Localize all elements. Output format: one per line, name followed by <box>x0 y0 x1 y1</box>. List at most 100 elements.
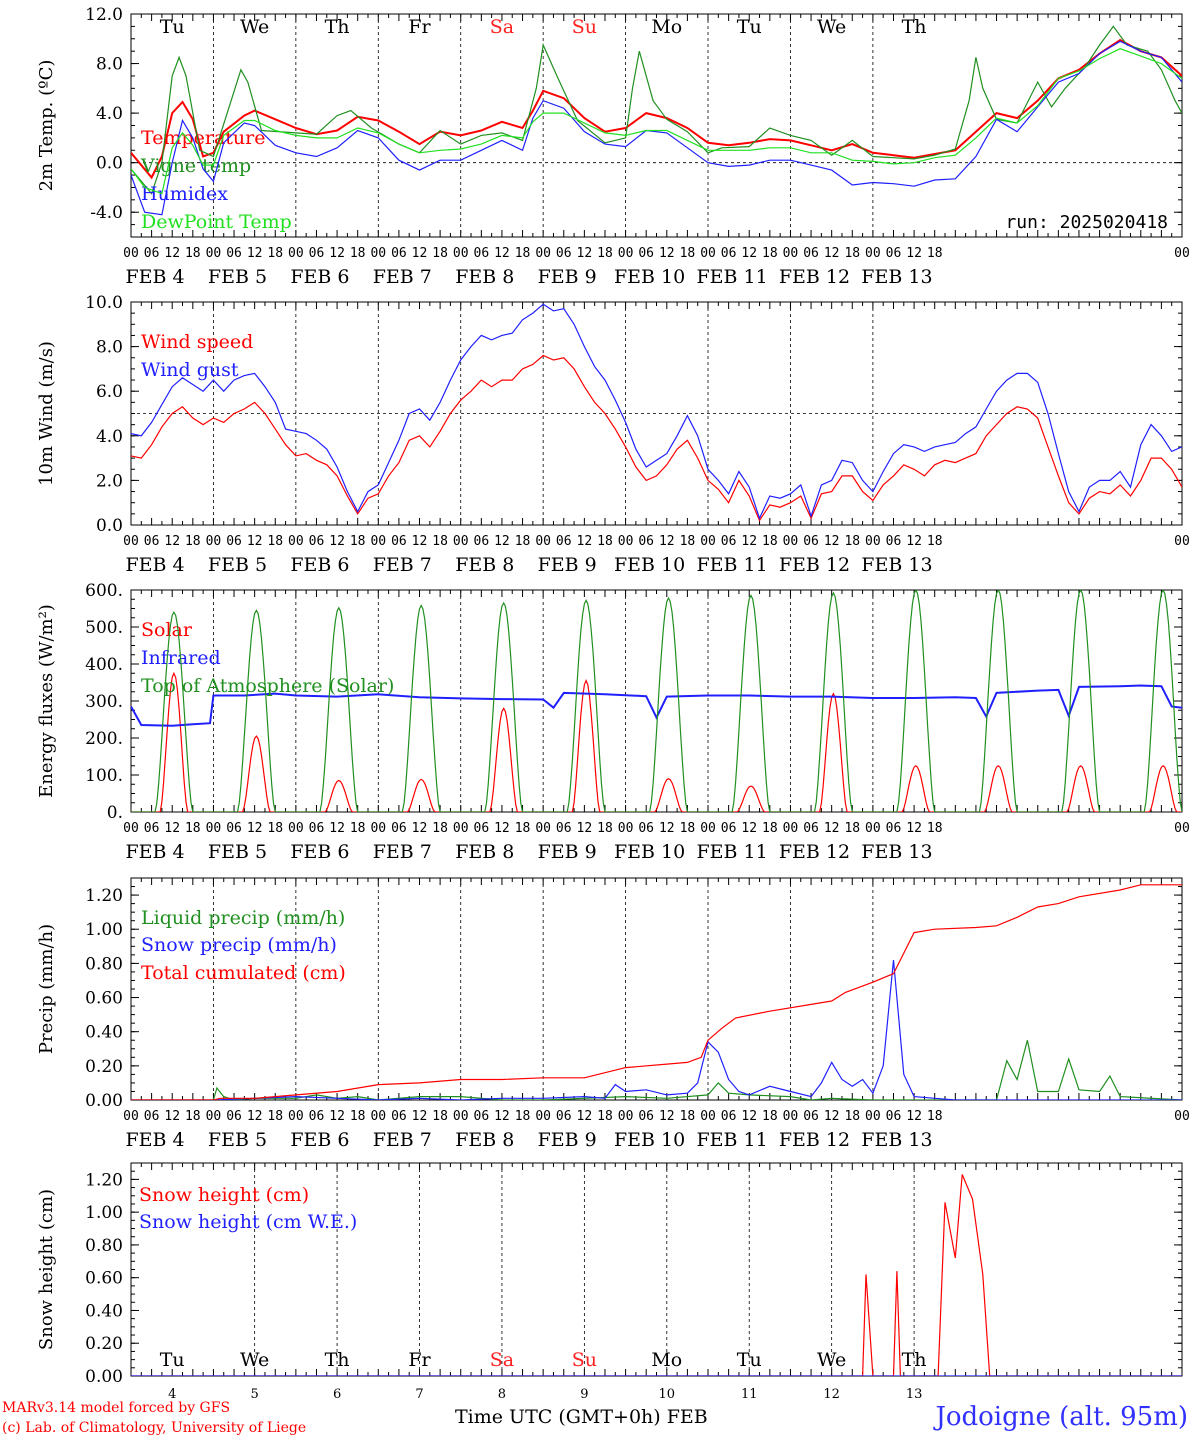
hour-label: 12 <box>906 821 922 836</box>
hour-label: 06 <box>309 534 325 549</box>
y-tick-label: 400. <box>85 655 123 675</box>
hour-label: 06 <box>144 1109 160 1124</box>
hour-label: 12 <box>741 1109 757 1124</box>
hour-label: 00 <box>288 246 304 261</box>
hour-label: 12 <box>412 246 428 261</box>
y-tick-label: 0.00 <box>85 1091 123 1111</box>
y-tick-label: -4.0 <box>90 203 123 223</box>
hour-label: 06 <box>638 821 654 836</box>
day-name-th: Th <box>902 16 927 38</box>
hour-label: 06 <box>309 821 325 836</box>
day-number: 10 <box>659 1387 676 1402</box>
hour-label: 12 <box>824 246 840 261</box>
hour-label: 00 <box>865 534 881 549</box>
hour-label: 06 <box>309 246 325 261</box>
hour-label: 12 <box>577 246 593 261</box>
date-label: FEB 9 <box>538 841 597 863</box>
y-tick-label: 600. <box>85 581 123 601</box>
date-label: FEB 4 <box>125 841 184 863</box>
hour-label: 18 <box>844 821 860 836</box>
hour-label: 12 <box>494 1109 510 1124</box>
hour-label: 00 <box>1174 246 1190 261</box>
time-axis-month: FEB <box>666 1406 708 1428</box>
y-tick-label: 500. <box>85 618 123 638</box>
hour-label: 00 <box>783 1109 799 1124</box>
lab-credit: (c) Lab. of Climatology, University of L… <box>2 1420 307 1436</box>
hour-label: 00 <box>1174 1109 1190 1124</box>
hour-label: 18 <box>844 1109 860 1124</box>
day-name-tu: Tu <box>160 16 185 38</box>
legend-wind-gust: Wind gust <box>141 359 239 381</box>
hour-label: 18 <box>515 1109 531 1124</box>
day-number: 4 <box>168 1387 176 1402</box>
hour-label: 12 <box>494 246 510 261</box>
date-label: FEB 12 <box>779 1129 850 1151</box>
hour-label: 18 <box>432 1109 448 1124</box>
hour-label: 18 <box>762 534 778 549</box>
hour-label: 00 <box>1174 821 1190 836</box>
hour-label: 18 <box>185 246 201 261</box>
panel-3: 600. 500. 400. 300. 200. 100. 0. Energy fluxes … <box>36 581 1190 863</box>
hour-label: 12 <box>494 821 510 836</box>
hour-label: 18 <box>515 246 531 261</box>
hour-label: 12 <box>577 534 593 549</box>
hour-label: 00 <box>453 246 469 261</box>
hour-label: 12 <box>164 534 180 549</box>
series-snow-height-cm <box>131 1174 1182 1376</box>
hour-label: 18 <box>515 821 531 836</box>
date-label: FEB 9 <box>538 554 597 576</box>
hour-label: 18 <box>432 821 448 836</box>
hour-label: 06 <box>226 821 242 836</box>
hour-label: 00 <box>206 1109 222 1124</box>
hour-label: 06 <box>391 821 407 836</box>
day-name-th: Th <box>325 16 350 38</box>
hour-label: 18 <box>185 821 201 836</box>
hour-label: 00 <box>865 1109 881 1124</box>
date-label: FEB 5 <box>208 841 267 863</box>
y-tick-label: 1.00 <box>85 1203 123 1223</box>
y-tick-label: 0.40 <box>85 1023 123 1043</box>
hour-label: 06 <box>226 534 242 549</box>
day-number: 7 <box>415 1387 423 1402</box>
hour-label: 00 <box>206 534 222 549</box>
y-tick-label: 1.20 <box>85 886 123 906</box>
time-axis-label: Time UTC (GMT+0h) <box>455 1406 661 1428</box>
hour-label: 06 <box>556 821 572 836</box>
hour-label: 06 <box>474 534 490 549</box>
day-name-su: Su <box>572 1349 597 1371</box>
series-solar <box>131 671 1182 812</box>
day-name-we: We <box>817 1349 846 1371</box>
hour-label: 06 <box>721 1109 737 1124</box>
series-total-cumulated-cm <box>131 884 1182 1100</box>
hour-label: 18 <box>762 821 778 836</box>
y-tick-label: 300. <box>85 692 123 712</box>
hour-label: 18 <box>844 246 860 261</box>
hour-label: 12 <box>906 1109 922 1124</box>
y-tick-label: 12.0 <box>85 5 123 25</box>
run-label: run: 2025020418 <box>1005 212 1168 233</box>
date-label: FEB 11 <box>696 1129 767 1151</box>
hour-label: 18 <box>597 534 613 549</box>
hour-label: 06 <box>803 246 819 261</box>
time-axis-title: Time UTC (GMT+0h) FEB <box>455 1406 708 1428</box>
hour-label: 00 <box>618 821 634 836</box>
hour-label: 18 <box>597 1109 613 1124</box>
day-name-mo: Mo <box>651 1349 682 1371</box>
hour-label: 18 <box>680 821 696 836</box>
y-tick-label: 2.0 <box>96 471 123 491</box>
series-snow-precip-mm-h <box>131 959 1182 1100</box>
date-label: FEB 10 <box>614 1129 685 1151</box>
date-label: FEB 8 <box>455 266 514 288</box>
date-label: FEB 4 <box>125 266 184 288</box>
y-tick-label: 8.0 <box>96 338 123 358</box>
hour-label: 18 <box>432 534 448 549</box>
hour-label: 00 <box>618 534 634 549</box>
hour-label: 00 <box>370 821 386 836</box>
date-label: FEB 13 <box>861 554 932 576</box>
hour-label: 06 <box>226 246 242 261</box>
hour-label: 18 <box>267 821 283 836</box>
day-name-th: Th <box>902 1349 927 1371</box>
hour-label: 06 <box>391 1109 407 1124</box>
hour-label: 06 <box>886 821 902 836</box>
hour-label: 12 <box>247 821 263 836</box>
